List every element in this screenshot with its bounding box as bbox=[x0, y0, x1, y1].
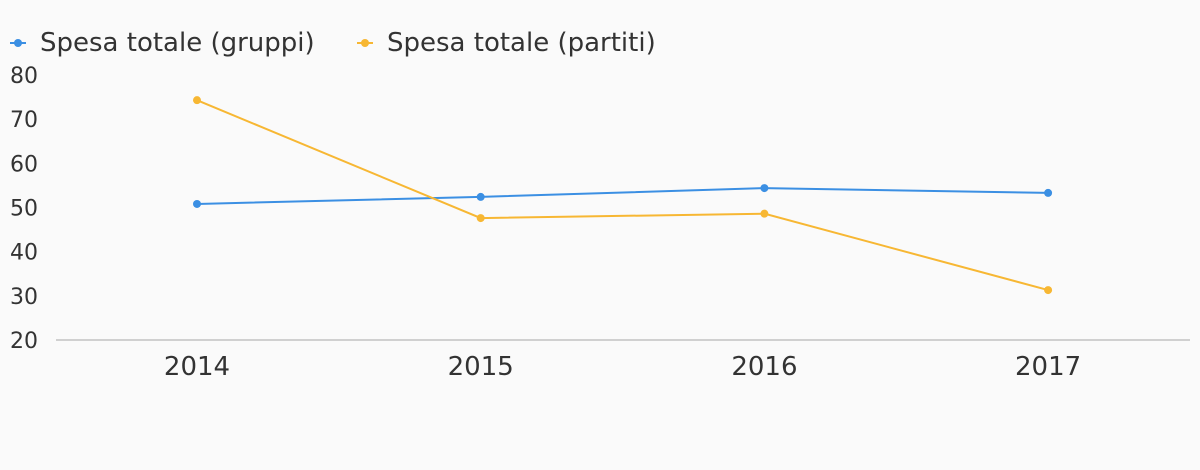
data-point bbox=[476, 214, 485, 223]
series-1 bbox=[193, 184, 1053, 208]
data-point bbox=[760, 184, 769, 193]
y-tick-label: 40 bbox=[10, 241, 38, 266]
legend-item[interactable]: Spesa totale (gruppi) bbox=[10, 28, 315, 58]
y-tick-label: 30 bbox=[10, 285, 38, 310]
series-2 bbox=[193, 96, 1053, 295]
plot-area bbox=[193, 96, 1053, 295]
x-tick-label: 2016 bbox=[731, 352, 797, 382]
x-tick-label: 2014 bbox=[164, 352, 230, 382]
legend-item[interactable]: Spesa totale (partiti) bbox=[357, 28, 656, 58]
x-tick-label: 2015 bbox=[448, 352, 514, 382]
data-point bbox=[476, 192, 485, 201]
legend-label: Spesa totale (gruppi) bbox=[40, 28, 315, 58]
y-axis: 80 70 60 50 40 30 20 bbox=[10, 64, 38, 354]
x-axis: 2014 2015 2016 2017 bbox=[164, 352, 1081, 382]
series-line bbox=[196, 99, 1049, 292]
y-tick-label: 50 bbox=[10, 197, 38, 222]
data-point bbox=[193, 199, 201, 208]
y-tick-label: 20 bbox=[10, 329, 38, 354]
y-tick-label: 80 bbox=[10, 64, 38, 89]
legend-dot-marker bbox=[361, 39, 369, 47]
legend-label: Spesa totale (partiti) bbox=[387, 28, 656, 58]
data-point bbox=[760, 209, 769, 218]
series-line bbox=[196, 187, 1049, 205]
y-tick-label: 60 bbox=[10, 152, 38, 177]
legend: Spesa totale (gruppi) Spesa totale (parti… bbox=[10, 28, 656, 58]
data-point bbox=[193, 96, 201, 105]
data-point bbox=[1044, 286, 1053, 295]
y-tick-label: 70 bbox=[10, 108, 38, 133]
legend-dot-marker bbox=[14, 39, 22, 47]
data-point bbox=[1044, 188, 1053, 197]
x-tick-label: 2017 bbox=[1015, 352, 1081, 382]
